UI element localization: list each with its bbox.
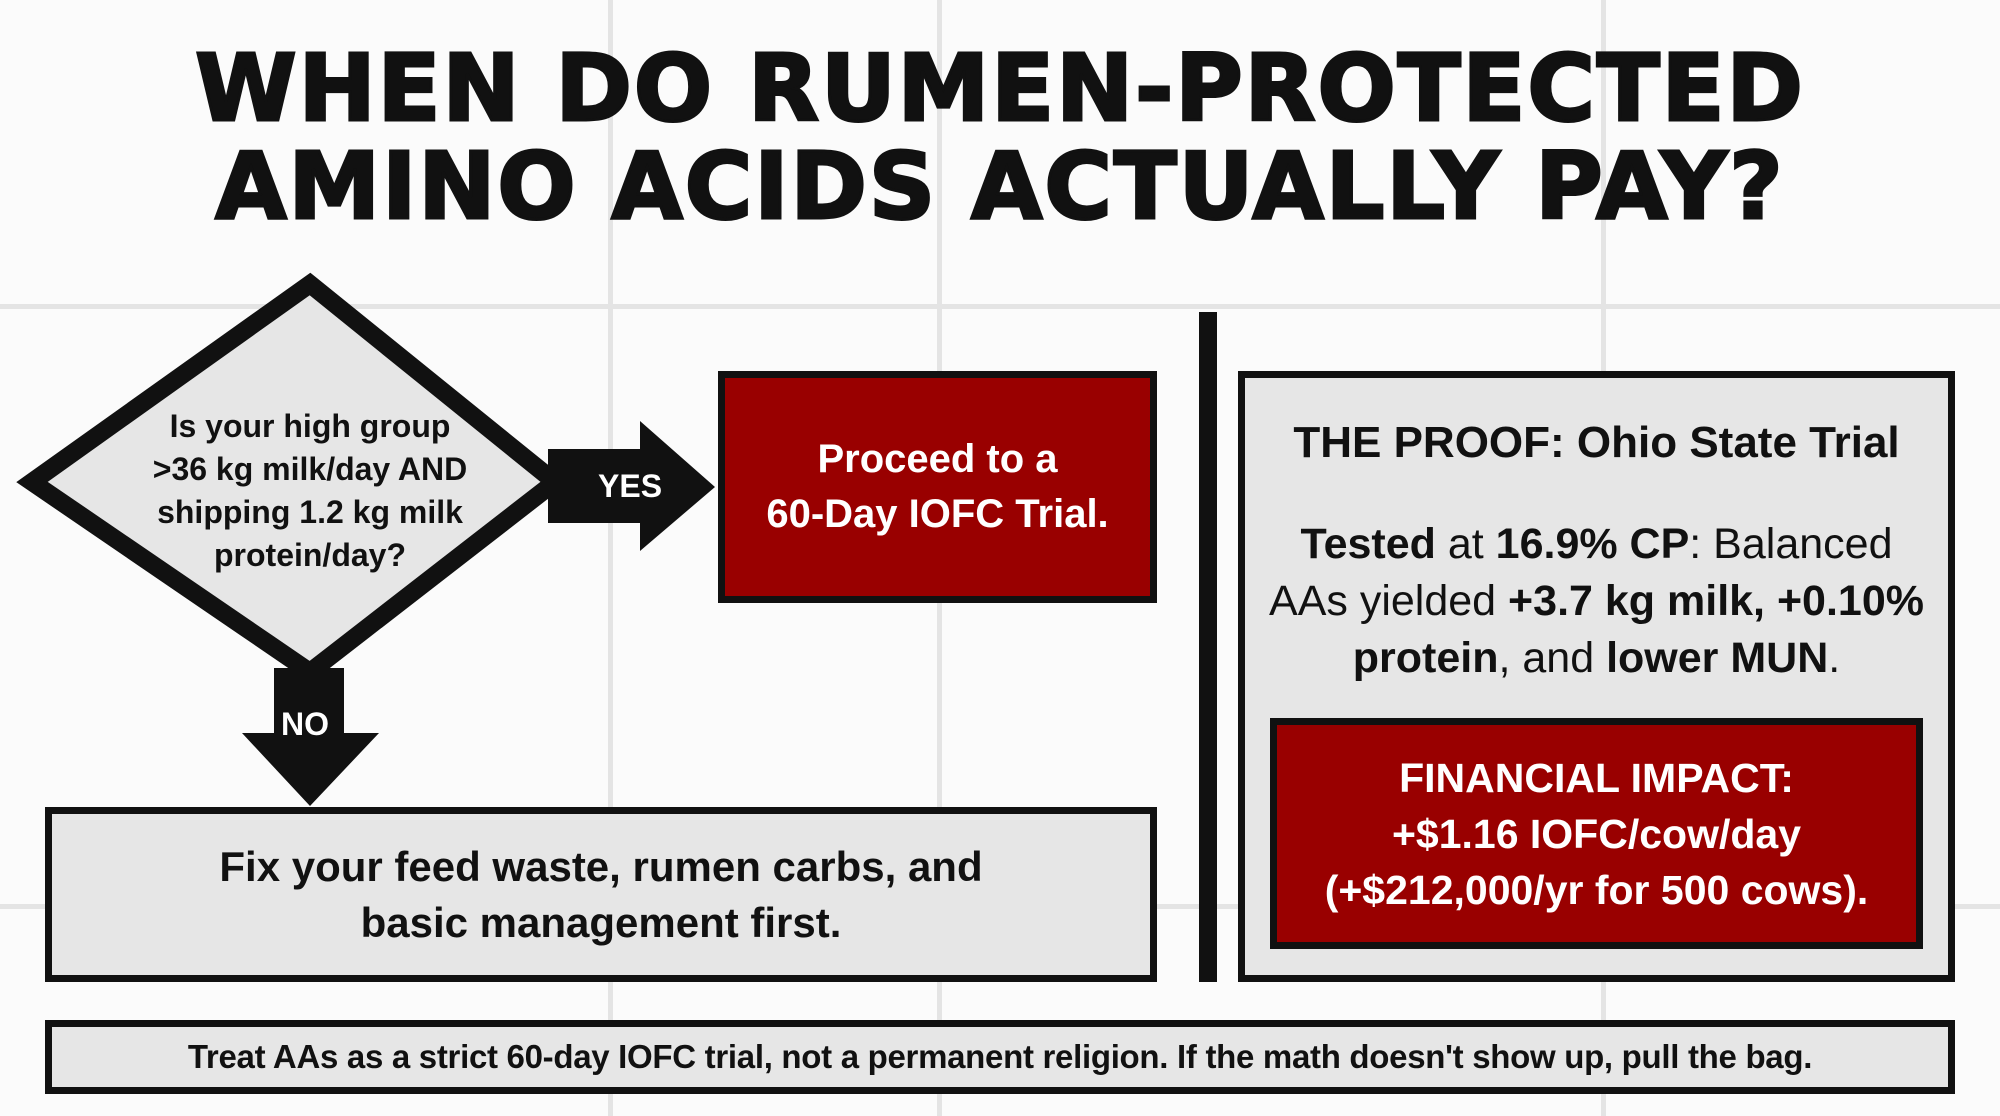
financial-line: +$1.16 IOFC/cow/day: [1391, 810, 1802, 857]
proof-panel: THE PROOF: Ohio State Trial Tested at 16…: [1238, 371, 1955, 982]
grid-line: [608, 0, 613, 1116]
no-outcome-line: Fix your feed waste, rumen carbs, and: [219, 842, 983, 890]
yes-outcome-box: Proceed to a 60-Day IOFC Trial.: [718, 371, 1157, 603]
question-line: protein/day?: [213, 537, 406, 573]
no-label: NO: [281, 706, 329, 742]
title-line-1: WHEN DO RUMEN-PROTECTED: [194, 35, 1805, 142]
body-text: AAs yielded: [1269, 577, 1509, 625]
question-line: Is your high group: [169, 408, 451, 444]
body-text: at: [1435, 520, 1496, 568]
financial-line: (+$212,000/yr for 500 cows).: [1324, 866, 1869, 913]
no-outcome-line: basic management first.: [360, 898, 842, 946]
body-text: +3.7 kg milk, +0.10%: [1508, 577, 1924, 625]
no-outcome-box: Fix your feed waste, rumen carbs, and ba…: [45, 807, 1157, 982]
question-line: shipping 1.2 kg milk: [157, 494, 463, 530]
body-text: 16.9% CP: [1495, 520, 1690, 568]
grid-line: [0, 304, 2000, 309]
footer-banner: Treat AAs as a strict 60-day IOFC trial,…: [45, 1020, 1955, 1094]
footer-text: Treat AAs as a strict 60-day IOFC trial,…: [187, 1038, 1813, 1075]
yes-outcome-line: Proceed to a: [817, 437, 1058, 481]
yes-arrow: [548, 421, 715, 551]
question-line: >36 kg milk/day AND: [152, 451, 468, 487]
proof-title: THE PROOF: Ohio State Trial: [1293, 418, 1900, 467]
financial-line: FINANCIAL IMPACT:: [1399, 754, 1794, 801]
page-title: WHEN DO RUMEN-PROTECTED AMINO ACIDS ACTU…: [0, 35, 2000, 240]
no-arrow: [242, 668, 379, 806]
body-text: .: [1828, 634, 1841, 682]
yes-label: YES: [598, 468, 663, 504]
body-text: : Balanced: [1689, 520, 1893, 568]
body-text: , and: [1498, 634, 1607, 682]
body-text: Tested: [1300, 520, 1436, 568]
financial-impact-box: FINANCIAL IMPACT: +$1.16 IOFC/cow/day (+…: [1270, 718, 1923, 949]
yes-outcome-line: 60-Day IOFC Trial.: [766, 492, 1109, 536]
proof-body: Tested at 16.9% CP: Balanced AAs yielded…: [1255, 516, 1938, 687]
title-line-2: AMINO ACIDS ACTUALLY PAY?: [214, 133, 1785, 240]
body-text: protein: [1352, 634, 1499, 682]
decision-question: Is your high group >36 kg milk/day AND s…: [120, 405, 500, 577]
body-text: lower MUN: [1606, 634, 1829, 682]
vertical-divider: [1199, 312, 1217, 982]
flowchart-shapes: [16, 272, 715, 806]
